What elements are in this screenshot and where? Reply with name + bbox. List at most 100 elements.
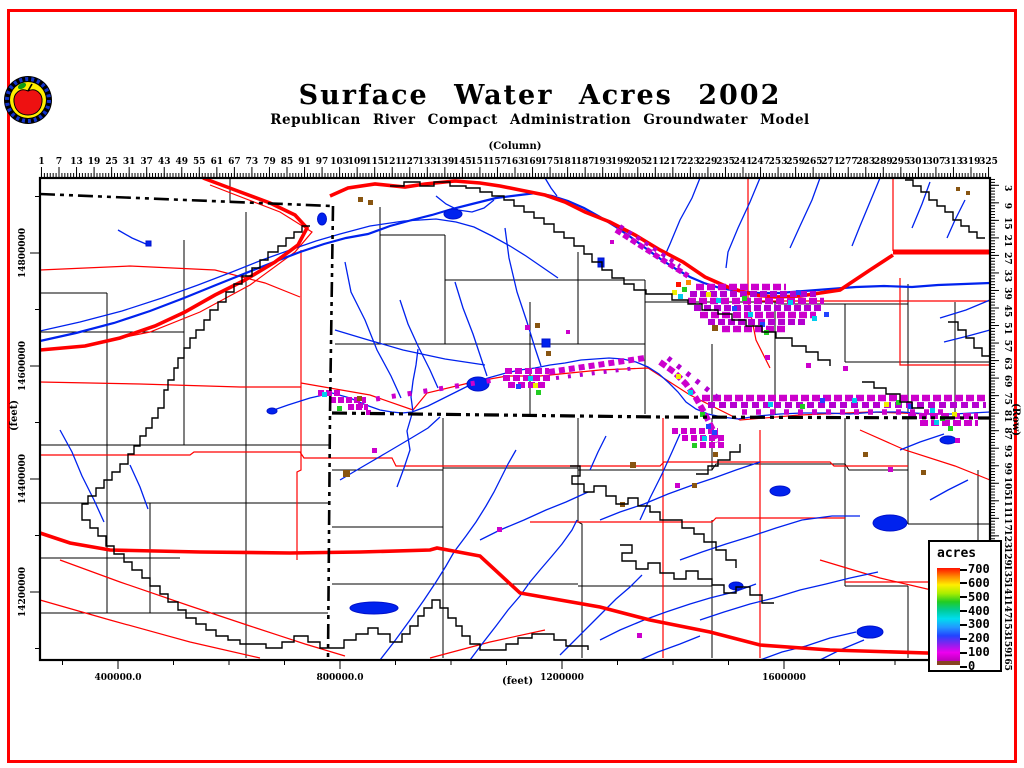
svg-text:97: 97: [316, 157, 329, 167]
svg-text:57: 57: [1002, 340, 1012, 353]
svg-text:121: 121: [383, 157, 402, 167]
roads: [39, 178, 991, 659]
scattered-cells: [343, 187, 970, 638]
svg-text:175: 175: [541, 157, 560, 167]
svg-text:153: 153: [1002, 617, 1012, 636]
svg-text:3: 3: [1002, 185, 1012, 191]
svg-text:313: 313: [944, 157, 963, 167]
legend-tick: 0: [960, 659, 975, 673]
svg-text:14600000: 14600000: [18, 341, 28, 391]
svg-text:163: 163: [506, 157, 525, 167]
apple-stem-icon: [27, 83, 33, 92]
svg-text:159: 159: [1002, 635, 1012, 654]
axis-ticks-and-labels: 1 7 13 19 25 31 37 43 49 55 61 67 73 79 85 91 97 10310911…: [18, 157, 1012, 683]
bottom-axis-unit-label: (feet): [502, 676, 534, 687]
svg-text:73: 73: [246, 157, 259, 167]
svg-text:247: 247: [751, 157, 770, 167]
svg-text:400000.0: 400000.0: [95, 673, 142, 683]
page-subtitle: Republican River Compact Administration …: [270, 112, 810, 128]
svg-text:117: 117: [1002, 512, 1012, 531]
svg-text:51: 51: [1002, 322, 1012, 335]
svg-text:229: 229: [699, 157, 718, 167]
svg-text:1600000: 1600000: [762, 673, 806, 683]
page-title: Surface Water Acres 2002: [298, 80, 782, 111]
svg-text:49: 49: [176, 157, 189, 167]
svg-text:157: 157: [488, 157, 507, 167]
legend-box: acres 700 600 500 400 300 200 100 0: [928, 540, 1002, 673]
legend-tick: 100: [960, 645, 990, 659]
svg-text:165: 165: [1002, 652, 1012, 671]
svg-text:87: 87: [1002, 427, 1012, 440]
logo-band: [5, 77, 51, 123]
svg-text:145: 145: [453, 157, 472, 167]
svg-text:45: 45: [1002, 305, 1012, 318]
svg-text:69: 69: [1002, 375, 1012, 388]
svg-text:13: 13: [70, 157, 83, 167]
svg-text:217: 217: [663, 157, 682, 167]
svg-text:129: 129: [1002, 547, 1012, 566]
svg-text:223: 223: [681, 157, 700, 167]
svg-text:75: 75: [1002, 392, 1012, 405]
apple-leaf-icon: [17, 82, 27, 90]
svg-text:289: 289: [874, 157, 893, 167]
svg-text:199: 199: [611, 157, 630, 167]
svg-text:181: 181: [558, 157, 577, 167]
svg-text:319: 319: [962, 157, 981, 167]
agency-logo-seal: [3, 75, 53, 125]
svg-text:1: 1: [38, 157, 44, 167]
svg-text:103: 103: [330, 157, 349, 167]
svg-text:135: 135: [1002, 565, 1012, 584]
svg-text:7: 7: [56, 157, 62, 167]
svg-text:109: 109: [348, 157, 367, 167]
svg-text:105: 105: [1002, 477, 1012, 496]
svg-text:211: 211: [646, 157, 665, 167]
svg-text:14200000: 14200000: [18, 567, 28, 617]
svg-text:25: 25: [105, 157, 118, 167]
legend-tick: 400: [960, 604, 990, 618]
svg-text:93: 93: [1002, 445, 1012, 458]
svg-text:259: 259: [786, 157, 805, 167]
column-axis-label: (Column): [488, 141, 542, 152]
svg-text:800000.0: 800000.0: [317, 673, 364, 683]
svg-text:61: 61: [211, 157, 224, 167]
svg-text:63: 63: [1002, 357, 1012, 370]
svg-text:169: 169: [523, 157, 542, 167]
svg-text:33: 33: [1002, 270, 1012, 283]
svg-text:19: 19: [88, 157, 101, 167]
svg-text:205: 205: [628, 157, 647, 167]
svg-text:139: 139: [435, 157, 454, 167]
lakes: [145, 208, 957, 639]
svg-text:283: 283: [856, 157, 875, 167]
legend-tick: 200: [960, 631, 990, 645]
county-boundaries: [40, 178, 990, 658]
svg-text:277: 277: [839, 157, 858, 167]
svg-text:265: 265: [804, 157, 823, 167]
legend-tick: 600: [960, 576, 990, 590]
svg-text:14400000: 14400000: [18, 454, 28, 504]
svg-text:43: 43: [158, 157, 171, 167]
svg-text:39: 39: [1002, 287, 1012, 300]
svg-text:67: 67: [228, 157, 241, 167]
svg-text:127: 127: [400, 157, 419, 167]
svg-text:14800000: 14800000: [18, 228, 28, 278]
svg-text:253: 253: [769, 157, 788, 167]
svg-text:147: 147: [1002, 600, 1012, 619]
svg-text:111: 111: [1002, 494, 1012, 513]
svg-text:85: 85: [281, 157, 294, 167]
svg-text:37: 37: [140, 157, 153, 167]
svg-text:81: 81: [1002, 410, 1012, 423]
svg-text:193: 193: [593, 157, 612, 167]
svg-text:91: 91: [298, 157, 311, 167]
svg-text:31: 31: [123, 157, 136, 167]
svg-text:1200000: 1200000: [540, 673, 584, 683]
legend-tick: 300: [960, 617, 990, 631]
apple-icon: [13, 89, 43, 116]
svg-text:141: 141: [1002, 582, 1012, 601]
model-boundary: [81, 179, 990, 651]
row-axis-label: (Row): [1010, 402, 1022, 437]
svg-text:307: 307: [927, 157, 946, 167]
major-highways: [39, 176, 991, 657]
legend-tick: 500: [960, 590, 990, 604]
